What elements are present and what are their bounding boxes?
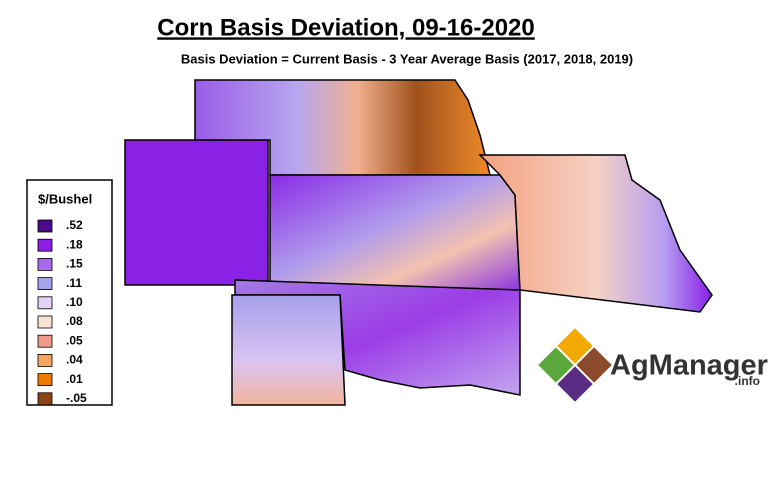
legend-label: .10 [66,295,83,309]
logo-tile [557,328,593,364]
region-east [478,154,713,313]
subtitle: Basis Deviation = Current Basis - 3 Year… [181,51,633,66]
legend-label: .52 [66,218,83,232]
legend-label: .04 [66,353,83,367]
region-center [269,174,521,291]
legend-swatch [37,353,53,367]
logo: AgManager .info [538,328,768,402]
legend-label: .11 [66,276,82,290]
legend-swatch [37,334,53,348]
legend-title: $/Bushel [38,191,92,206]
legend-box [26,179,113,406]
legend-label: .15 [66,257,83,271]
legend-swatch [37,257,53,271]
logo-name: AgManager [610,350,768,382]
region-southwest [231,294,346,406]
logo-suffix: .info [735,374,760,388]
map [124,79,713,406]
legend-label: -.05 [66,391,87,405]
title: Corn Basis Deviation, 09-16-2020 [157,14,535,41]
legend-swatch [37,219,53,233]
legend-swatch [37,315,53,329]
legend-items: .52 .18 .15 .11 .10 .08 .05 .04 .01 -.05 [37,218,87,406]
legend-swatch [37,296,53,310]
legend-label: .18 [66,237,83,251]
legend-label: .05 [66,333,83,347]
legend-swatch [37,373,53,387]
legend-swatch [37,238,53,252]
region-west [124,139,269,286]
legend-swatch [37,392,53,406]
legend-swatch [37,277,53,291]
logo-tile [557,366,593,402]
legend-label: .08 [66,314,83,328]
legend-label: .01 [66,372,83,386]
